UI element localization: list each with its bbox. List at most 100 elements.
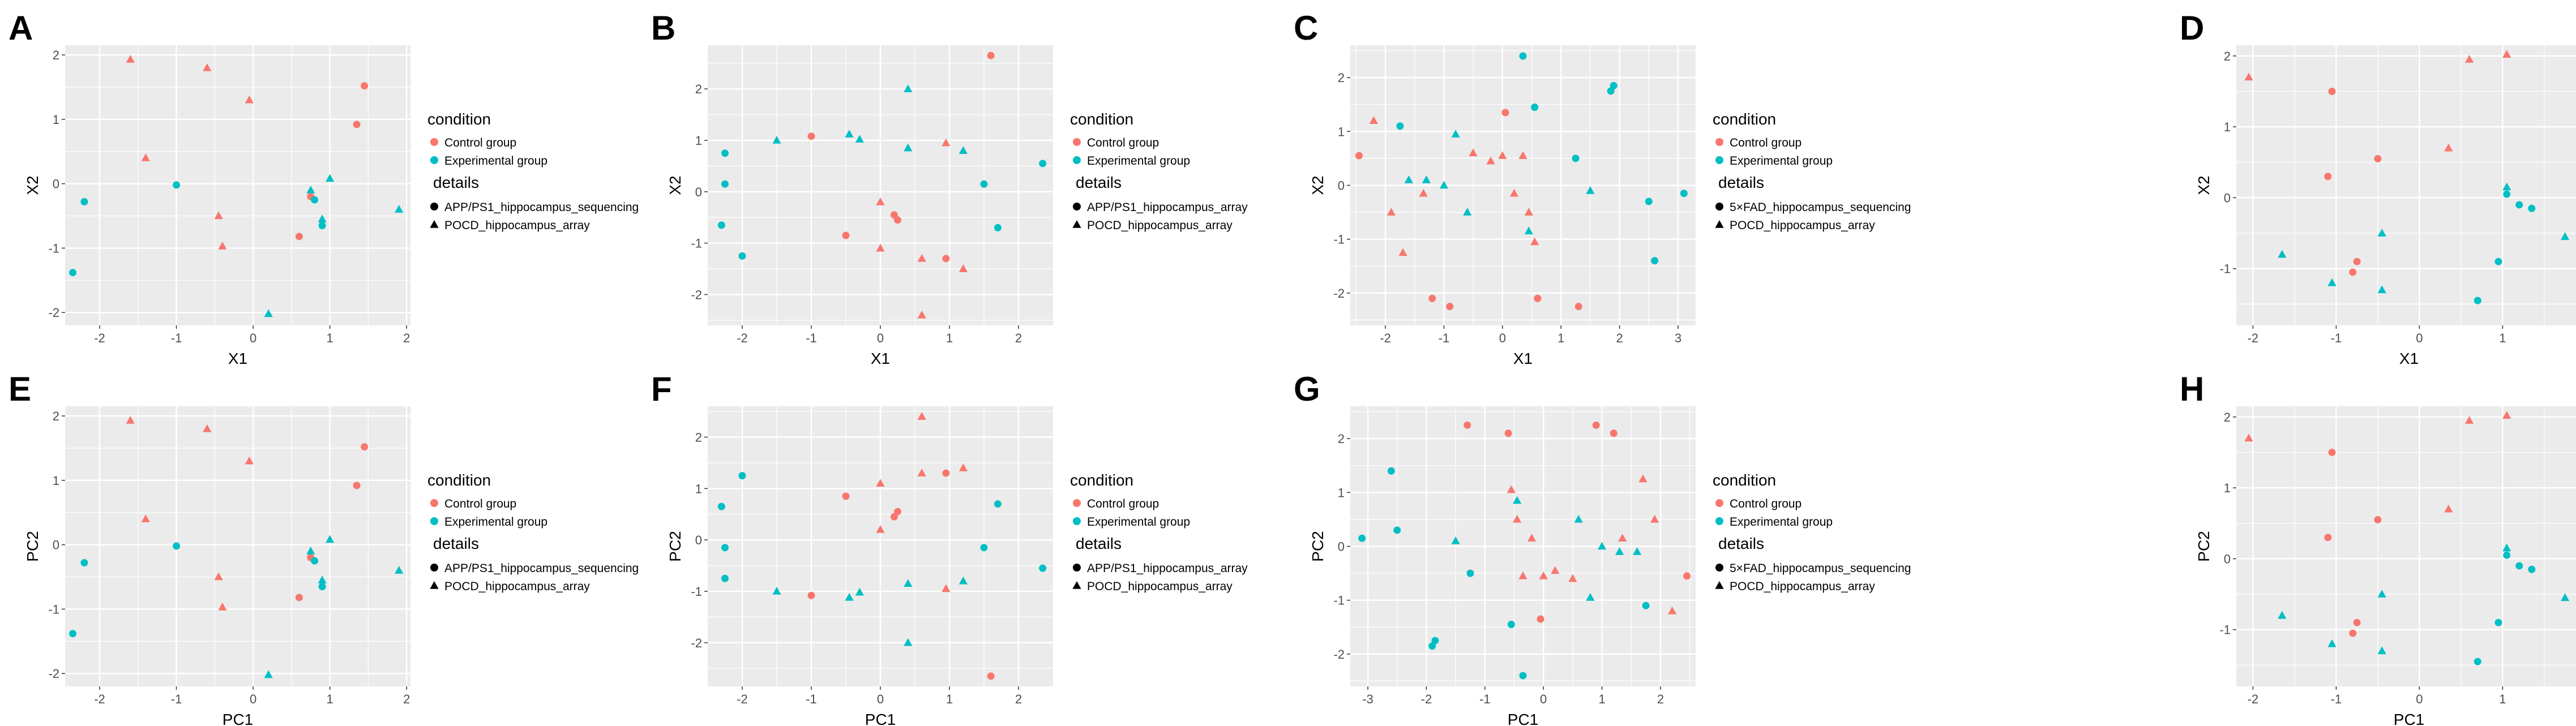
x-tick-label: 1: [2499, 692, 2506, 706]
data-point-control-triangle: [2444, 143, 2453, 152]
data-point-control-triangle: [1638, 474, 1648, 483]
data-point-experimental-triangle: [2502, 543, 2511, 552]
y-tick-label: 2: [2224, 49, 2231, 63]
data-point-experimental-circle: [2515, 201, 2523, 209]
data-point-control-triangle: [214, 211, 223, 220]
x-tick-label: 2: [1015, 692, 1022, 706]
data-point-experimental-triangle: [395, 566, 404, 574]
data-point-experimental-circle: [1572, 154, 1580, 162]
data-point-experimental-triangle: [318, 214, 327, 223]
x-tick-label: -2: [94, 331, 105, 345]
data-point-control-triangle: [917, 310, 926, 319]
y-tick-label: 2: [1338, 432, 1345, 446]
data-point-control-circle: [2324, 534, 2332, 542]
data-point-control-triangle: [126, 416, 135, 424]
y-tick-label: 2: [53, 48, 59, 62]
y-tick-label: 1: [1338, 124, 1345, 139]
legend-details-title: details: [1076, 174, 1122, 191]
data-point-control-triangle: [1668, 606, 1677, 615]
y-tick-label: 1: [695, 482, 702, 496]
data-point-experimental-circle: [318, 583, 326, 591]
data-point-control-triangle: [958, 463, 968, 471]
data-point-control-circle: [1534, 294, 1542, 302]
data-point-control-circle: [987, 51, 995, 59]
data-point-experimental-triangle: [904, 638, 913, 646]
y-tick-label: -2: [48, 667, 59, 681]
legend-control-label: Control group: [444, 136, 516, 149]
data-point-control-triangle: [1369, 116, 1378, 124]
data-point-control-triangle: [1507, 485, 1516, 493]
data-point-experimental-circle: [738, 472, 746, 480]
data-point-experimental-circle: [80, 198, 88, 206]
data-point-control-triangle: [917, 412, 926, 420]
data-point-experimental-triangle: [2377, 590, 2386, 598]
data-point-control-circle: [1574, 303, 1582, 311]
x-tick-label: -3: [1362, 692, 1373, 706]
legend: condition Control group Experimental group…: [1070, 110, 1248, 232]
legend-details-title: details: [1718, 174, 1764, 191]
y-axis-title: PC2: [2195, 531, 2213, 561]
y-tick-label: 1: [53, 474, 59, 488]
x-tick-label: -2: [1380, 331, 1391, 345]
data-point-experimental-triangle: [2327, 639, 2337, 647]
data-point-experimental-triangle: [264, 309, 273, 317]
y-tick-label: -1: [1333, 233, 1345, 247]
legend-experimental-key: [1073, 517, 1081, 525]
y-tick-label: -1: [691, 237, 702, 251]
legend-experimental-key: [1073, 156, 1081, 164]
data-point-control-triangle: [876, 479, 885, 487]
panel-letter: G: [1294, 370, 1320, 408]
x-axis-title: X1: [228, 350, 247, 367]
data-point-control-triangle: [1498, 151, 1507, 159]
data-point-control-triangle: [1568, 574, 1577, 582]
plot-background: [2236, 45, 2576, 325]
data-point-experimental-circle: [2528, 204, 2536, 212]
legend-control-key: [1073, 138, 1081, 146]
data-point-experimental-triangle: [2327, 278, 2337, 286]
legend-triangle-key: [1072, 581, 1081, 589]
panel-letter: A: [8, 9, 33, 47]
x-tick-label: -2: [94, 692, 105, 706]
y-tick-label: 1: [2224, 120, 2231, 134]
data-point-experimental-circle: [2515, 562, 2523, 570]
panel-g: G -3 -2 -1 0 1 2 -2 -1 0 1 2 PC1 PC2 condition Control …: [1294, 370, 1911, 726]
x-axis-title: X1: [1513, 350, 1533, 367]
data-point-control-circle: [1501, 109, 1509, 117]
data-point-experimental-circle: [2474, 297, 2481, 304]
data-point-experimental-triangle: [1615, 547, 1624, 555]
data-point-experimental-circle: [2503, 190, 2511, 198]
data-point-experimental-circle: [717, 502, 725, 510]
data-point-experimental-circle: [1428, 642, 1436, 650]
data-point-control-triangle: [1513, 514, 1522, 523]
x-axis-title: X1: [871, 350, 890, 367]
legend-triangle-key: [430, 581, 439, 589]
data-point-experimental-triangle: [2377, 285, 2386, 294]
data-point-experimental-triangle: [1451, 536, 1460, 544]
legend-triangle-key: [1072, 220, 1081, 228]
data-point-experimental-circle: [1466, 569, 1474, 577]
data-point-control-triangle: [2502, 50, 2511, 58]
data-point-control-triangle: [1486, 156, 1495, 165]
data-point-control-circle: [2353, 618, 2361, 626]
y-tick-label: 0: [695, 533, 702, 547]
x-tick-label: 1: [1557, 331, 1564, 345]
data-point-control-triangle: [876, 243, 885, 252]
data-point-control-triangle: [917, 254, 926, 262]
data-point-experimental-triangle: [318, 575, 327, 584]
plot-background: [2236, 406, 2576, 686]
x-tick-label: -1: [806, 692, 817, 706]
data-point-experimental-circle: [738, 252, 746, 260]
data-point-control-triangle: [203, 424, 212, 432]
panel-a: A -2 -1 0 1 2 -2 -1 0 1 2 X1 X2 condition Control grou…: [8, 9, 639, 367]
x-axis-title: PC1: [2394, 711, 2424, 726]
data-point-experimental-triangle: [2377, 646, 2386, 655]
data-point-experimental-circle: [1431, 637, 1439, 645]
y-tick-label: 2: [695, 82, 702, 96]
data-point-experimental-triangle: [1574, 514, 1583, 523]
data-point-experimental-circle: [2503, 551, 2511, 559]
x-tick-label: 1: [946, 692, 953, 706]
legend-experimental-key: [1715, 156, 1723, 164]
panel-f: F -2 -1 0 1 2 -2 -1 0 1 2 PC1 PC2 condition Control gr…: [651, 370, 1248, 726]
legend-experimental-label: Experimental group: [444, 154, 547, 167]
data-point-experimental-triangle: [1633, 547, 1642, 555]
